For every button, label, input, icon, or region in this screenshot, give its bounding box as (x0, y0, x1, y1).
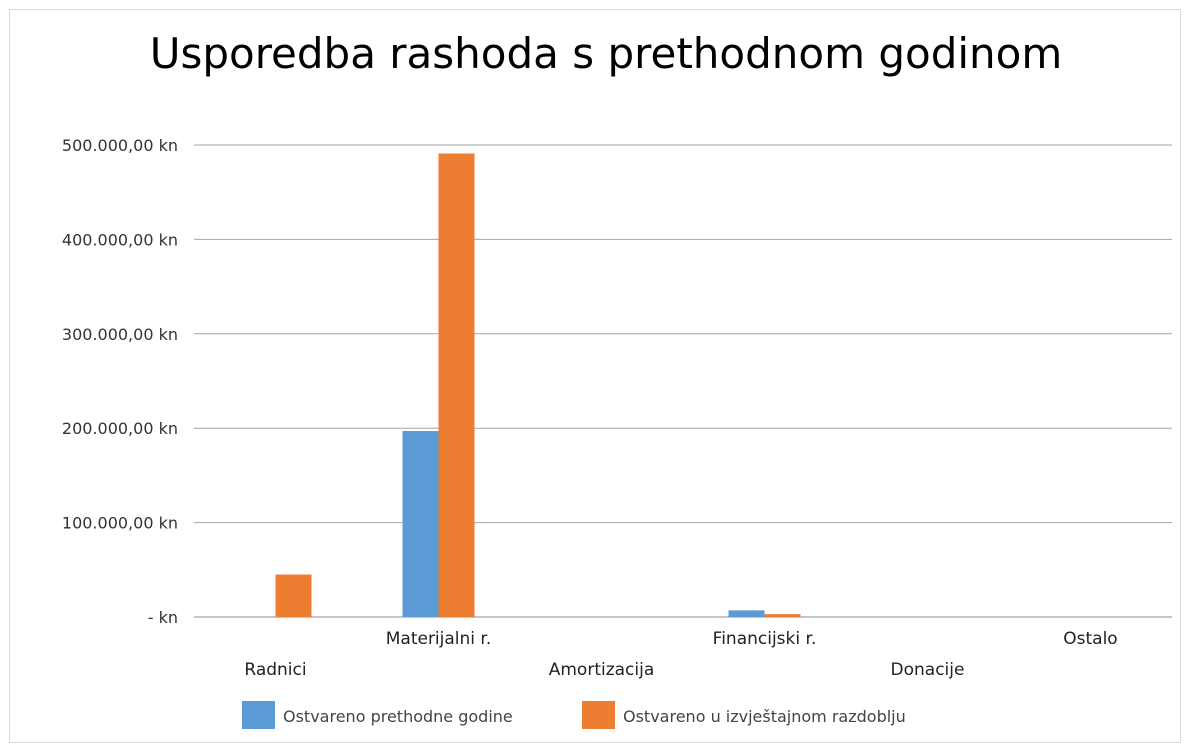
x-category-label: Materijalni r. (386, 629, 492, 649)
y-tick-label: 300.000,00 kn (62, 325, 178, 344)
legend-swatch (242, 701, 275, 729)
bar-current-3 (764, 614, 801, 617)
x-category-label: Amortizacija (549, 660, 655, 680)
x-axis-categories: Radnici Materijalni r. Amortizacija Financi… (244, 629, 1117, 680)
y-tick-label: 500.000,00 kn (62, 136, 178, 155)
bar-current-1 (438, 153, 475, 617)
y-tick-label: 100.000,00 kn (62, 514, 178, 533)
x-category-label: Ostalo (1063, 629, 1117, 649)
legend-swatch (582, 701, 615, 729)
x-category-label: Financijski r. (713, 629, 817, 649)
chart-title: Usporedba rashoda s prethodnom godinom (150, 29, 1063, 78)
bar-previous-1 (402, 431, 439, 617)
bar-chart: Usporedba rashoda s prethodnom godinom -… (62, 29, 1172, 729)
x-category-label: Radnici (244, 660, 306, 680)
bar-previous-3 (728, 610, 765, 617)
gridlines (194, 144, 1172, 618)
y-tick-label: 400.000,00 kn (62, 230, 178, 249)
legend: Ostvareno prethodne godine Ostvareno u iz… (242, 701, 906, 729)
x-category-label: Donacije (891, 660, 965, 680)
y-axis-ticks: - kn 100.000,00 kn 200.000,00 kn 300.000,00… (62, 136, 178, 627)
chart-container: Usporedba rashoda s prethodnom godinom -… (9, 9, 1181, 743)
y-tick-label: 200.000,00 kn (62, 419, 178, 438)
legend-label: Ostvareno prethodne godine (283, 707, 513, 726)
y-tick-label: - kn (148, 608, 178, 627)
bar-current-0 (275, 574, 312, 617)
bars (275, 153, 801, 617)
legend-label: Ostvareno u izvještajnom razdoblju (623, 707, 906, 726)
